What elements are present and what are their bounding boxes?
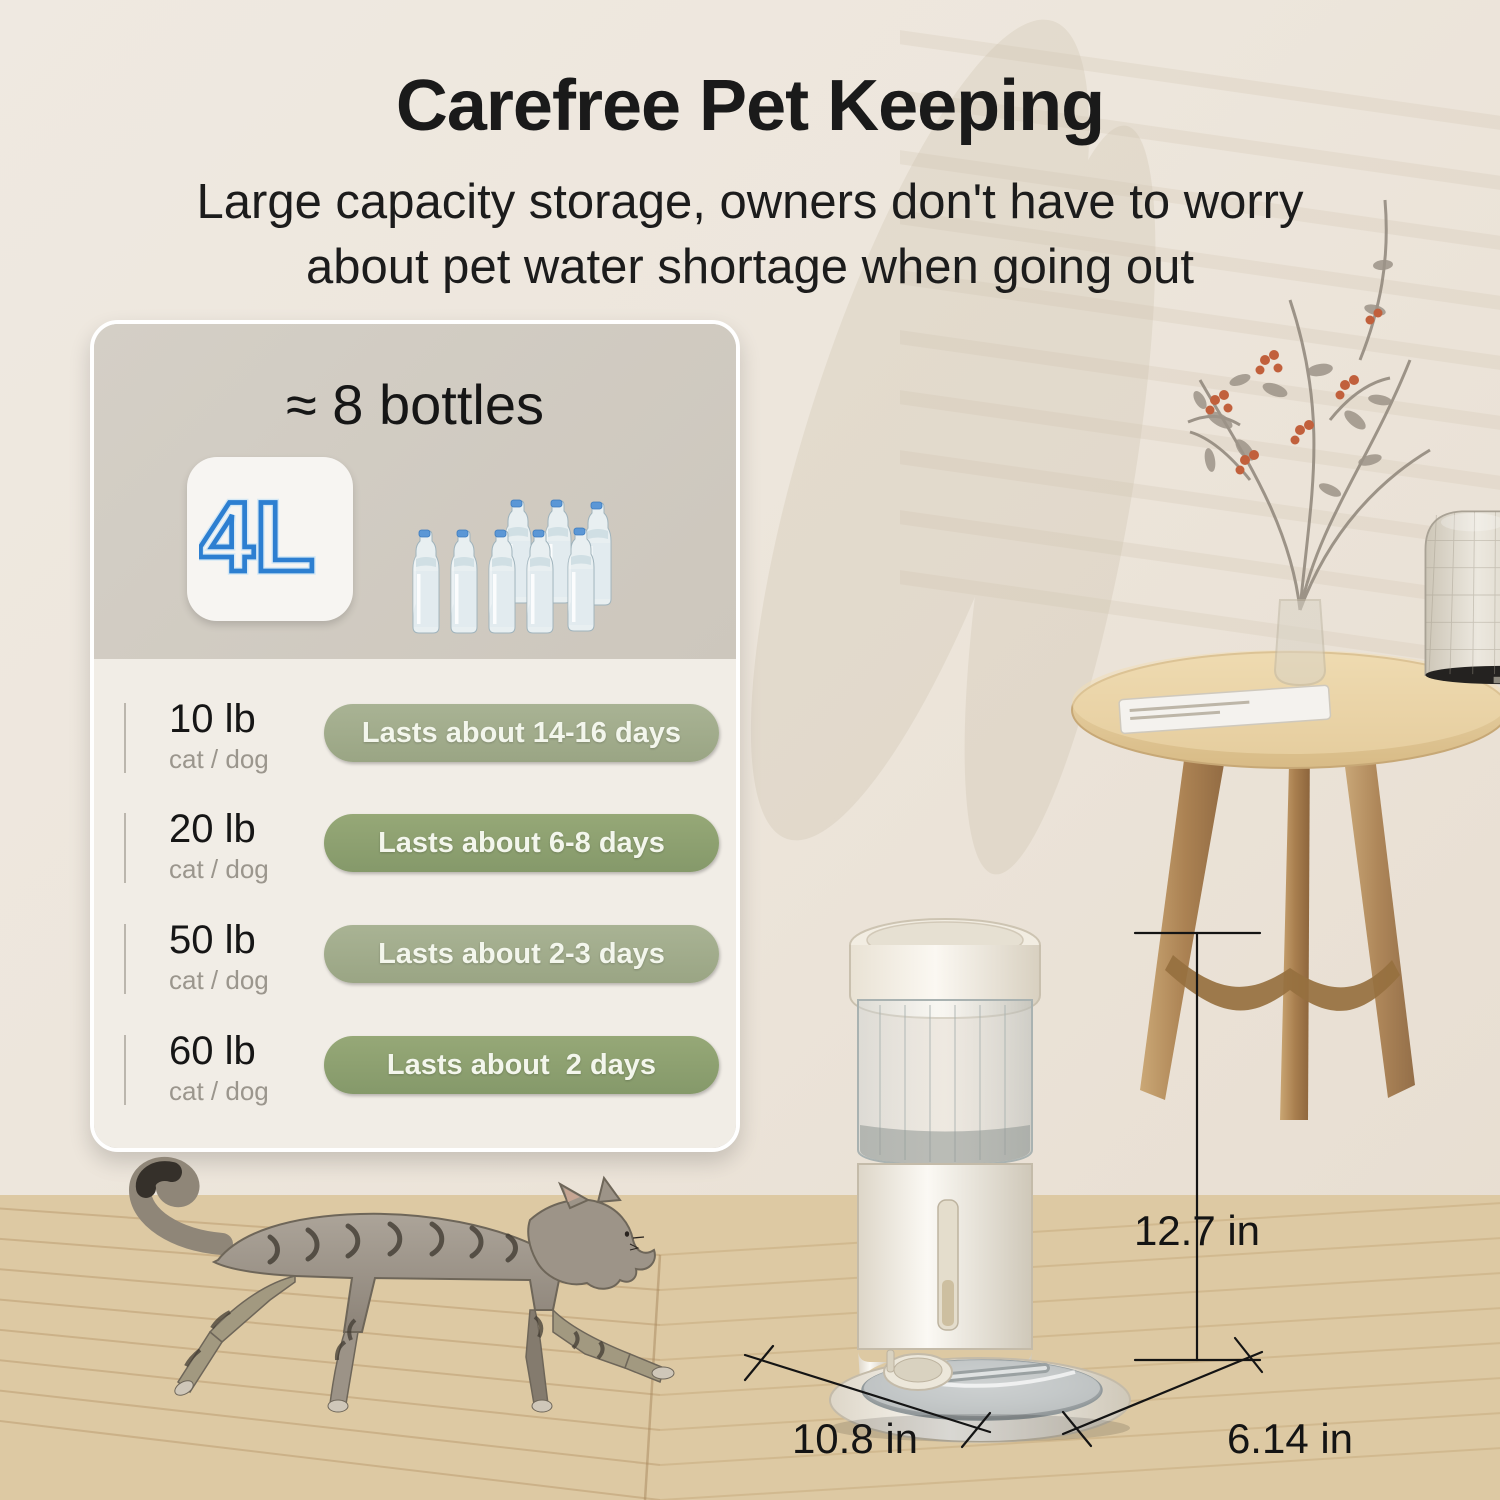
svg-text:4L: 4L (199, 482, 315, 593)
